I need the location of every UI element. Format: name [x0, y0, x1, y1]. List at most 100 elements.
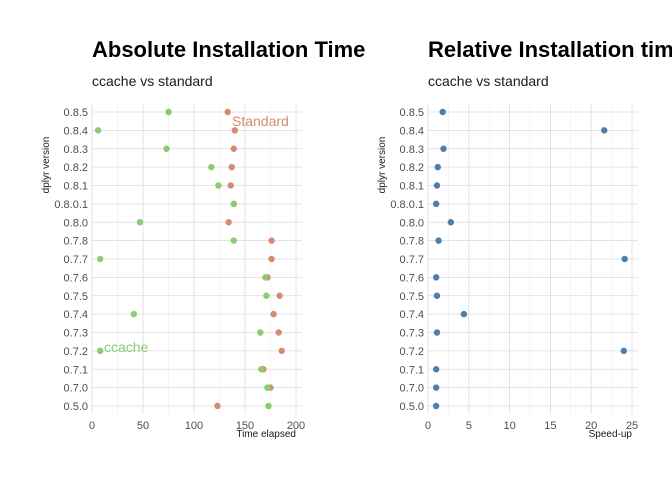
y-tick-label: 0.7.2 [64, 346, 88, 358]
data-point [96, 347, 104, 355]
data-point [165, 108, 172, 116]
data-point [433, 329, 441, 336]
y-tick-label: 0.7.0 [400, 383, 424, 395]
y-tick-label: 0.5.0 [64, 401, 88, 413]
data-point [228, 163, 235, 171]
y-tick-labels: 0.5.0 0.7.0 0.7.1 0.7.2 0.7.3 0.7.4 0.7.5 0.7.6… [390, 107, 424, 413]
x-axis-label: Speed-up [589, 429, 633, 440]
data-point [94, 127, 102, 134]
data-point [208, 163, 215, 171]
y-tick-label: 0.5.0 [400, 401, 424, 413]
y-tick-label: 0.8.2 [400, 162, 424, 174]
y-axis-label: dplyr version [377, 137, 388, 194]
y-tick-label: 0.8.1 [64, 181, 88, 193]
data-point [432, 200, 440, 208]
chart-title: Relative Installation time [428, 37, 672, 62]
data-point [432, 274, 440, 281]
x-tick-labels: 0 5 10 15 20 25 [425, 420, 638, 432]
x-tick-label: 15 [544, 420, 556, 432]
series-label-standard: Standard [232, 113, 289, 129]
data-point [434, 163, 441, 171]
data-point [433, 182, 441, 189]
data-point [136, 219, 144, 226]
data-point [270, 310, 277, 318]
data-point [224, 108, 231, 116]
data-point [163, 145, 170, 152]
data-point [432, 384, 440, 391]
y-tick-label: 0.8.3 [64, 144, 88, 156]
y-tick-label: 0.7.5 [400, 291, 424, 303]
y-tick-label: 0.7.5 [64, 291, 88, 303]
data-point [435, 237, 442, 244]
x-tick-label: 100 [185, 420, 203, 432]
y-tick-label: 0.7.1 [64, 364, 88, 376]
data-point [447, 219, 455, 226]
x-tick-label: 150 [236, 420, 254, 432]
chart-title: Absolute Installation Time [92, 37, 365, 62]
data-point [258, 366, 265, 373]
y-tick-label: 0.7.2 [400, 346, 424, 358]
grid [427, 104, 638, 414]
chart-subtitle: ccache vs standard [92, 73, 213, 89]
y-tick-label: 0.7.6 [400, 272, 424, 284]
data-point [265, 402, 272, 410]
x-tick-label: 200 [287, 420, 305, 432]
y-tick-label: 0.8.2 [64, 162, 88, 174]
y-tick-label: 0.8.0.1 [390, 199, 424, 211]
y-axis-label: dplyr version [41, 137, 52, 194]
data-point [227, 182, 234, 189]
data-point [230, 145, 237, 152]
data-point [230, 237, 237, 244]
data-point [96, 255, 104, 263]
data-point [264, 384, 271, 391]
x-tick-label: 0 [425, 420, 431, 432]
data-point [230, 200, 237, 208]
data-point [262, 274, 269, 281]
data-point [432, 402, 440, 410]
y-tick-label: 0.7.3 [400, 328, 424, 340]
x-tick-label: 25 [626, 420, 638, 432]
x-tick-label: 10 [503, 420, 515, 432]
y-tick-label: 0.8.4 [400, 125, 424, 137]
y-tick-label: 0.7.8 [400, 236, 424, 248]
data-point [130, 310, 138, 318]
data-point [231, 127, 238, 134]
data-point [257, 329, 264, 336]
x-tick-label: 20 [585, 420, 597, 432]
x-tick-label: 0 [89, 420, 95, 432]
data-point [621, 255, 628, 263]
data-point [225, 219, 232, 226]
y-tick-label: 0.7.1 [400, 364, 424, 376]
x-tick-labels: 0 50 100 150 200 [89, 420, 305, 432]
relative-time-panel: Relative Installation time ccache vs sta… [377, 37, 672, 440]
x-axis-label: Time elapsed [236, 429, 296, 440]
y-tick-label: 0.7.4 [64, 309, 88, 321]
y-tick-label: 0.8.3 [400, 144, 424, 156]
data-point [433, 292, 441, 299]
series-label-ccache: ccache [104, 339, 149, 355]
y-tick-label: 0.7.8 [64, 236, 88, 248]
y-tick-label: 0.7.7 [64, 254, 88, 266]
data-point [214, 402, 221, 410]
data-point [268, 255, 275, 263]
data-point [440, 145, 447, 152]
y-tick-label: 0.8.5 [400, 107, 424, 119]
data-point [275, 329, 282, 336]
y-tick-label: 0.7.0 [64, 383, 88, 395]
y-tick-label: 0.8.0 [400, 217, 424, 229]
y-tick-label: 0.7.6 [64, 272, 88, 284]
y-tick-label: 0.7.7 [400, 254, 424, 266]
data-point [278, 347, 285, 355]
data-point [432, 366, 440, 373]
y-tick-label: 0.8.1 [400, 181, 424, 193]
grid [91, 104, 302, 414]
y-tick-label: 0.7.4 [400, 309, 424, 321]
data-points [432, 108, 628, 410]
data-point [460, 310, 468, 318]
y-tick-labels: 0.5.0 0.7.0 0.7.1 0.7.2 0.7.3 0.7.4 0.7.5 0.7.6… [54, 107, 88, 413]
chart-subtitle: ccache vs standard [428, 73, 549, 89]
data-point [215, 182, 222, 189]
y-tick-label: 0.8.0.1 [54, 199, 88, 211]
data-point [601, 127, 608, 134]
data-point [439, 108, 446, 116]
